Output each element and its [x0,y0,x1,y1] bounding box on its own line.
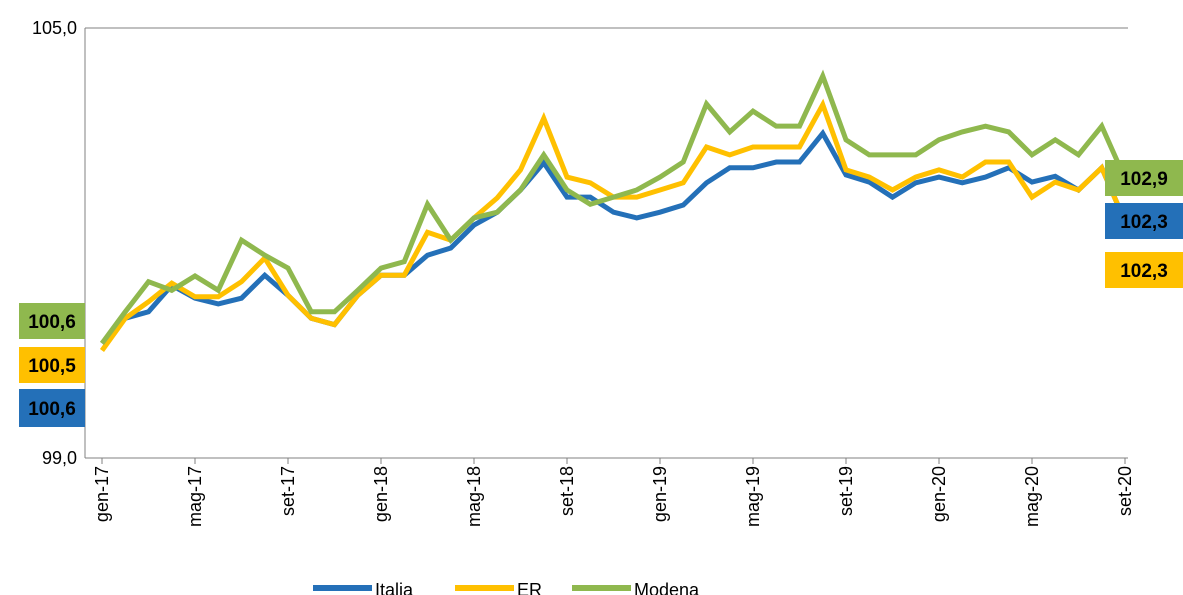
annotation-label: 100,6 [28,399,76,420]
x-tick-label: set-17 [278,466,298,516]
x-tick-label: gen-19 [650,466,670,522]
y-tick-label: 105,0 [32,18,77,38]
series-line [99,98,1128,352]
annotation-label: 100,6 [28,312,76,333]
x-tick-label: set-20 [1115,466,1135,516]
x-tick-label: gen-18 [371,466,391,522]
series-line [99,69,1128,345]
annotation-label: 102,3 [1120,212,1168,233]
annotation-label: 100,5 [28,356,76,377]
legend-label: ER [517,580,542,595]
legend-label: Italia [375,580,414,595]
x-tick-label: mag-18 [464,466,484,527]
annotation-box [19,389,85,427]
y-tick-label: 99,0 [42,448,77,468]
series-line [100,128,1128,346]
annotation-box [1105,203,1183,239]
x-tick-label: set-18 [557,466,577,516]
annotation-label: 102,3 [1120,261,1168,282]
x-tick-label: gen-20 [929,466,949,522]
x-tick-label: gen-17 [92,466,112,522]
annotation-box [19,303,85,339]
x-tick-label: set-19 [836,466,856,516]
x-tick-label: mag-17 [185,466,205,527]
annotation-box [1105,252,1183,288]
legend-label: Modena [634,580,700,595]
annotation-label: 102,9 [1120,169,1168,190]
annotation-box [1105,160,1183,196]
annotation-box [19,347,85,383]
x-tick-label: mag-20 [1022,466,1042,527]
x-tick-label: mag-19 [743,466,763,527]
